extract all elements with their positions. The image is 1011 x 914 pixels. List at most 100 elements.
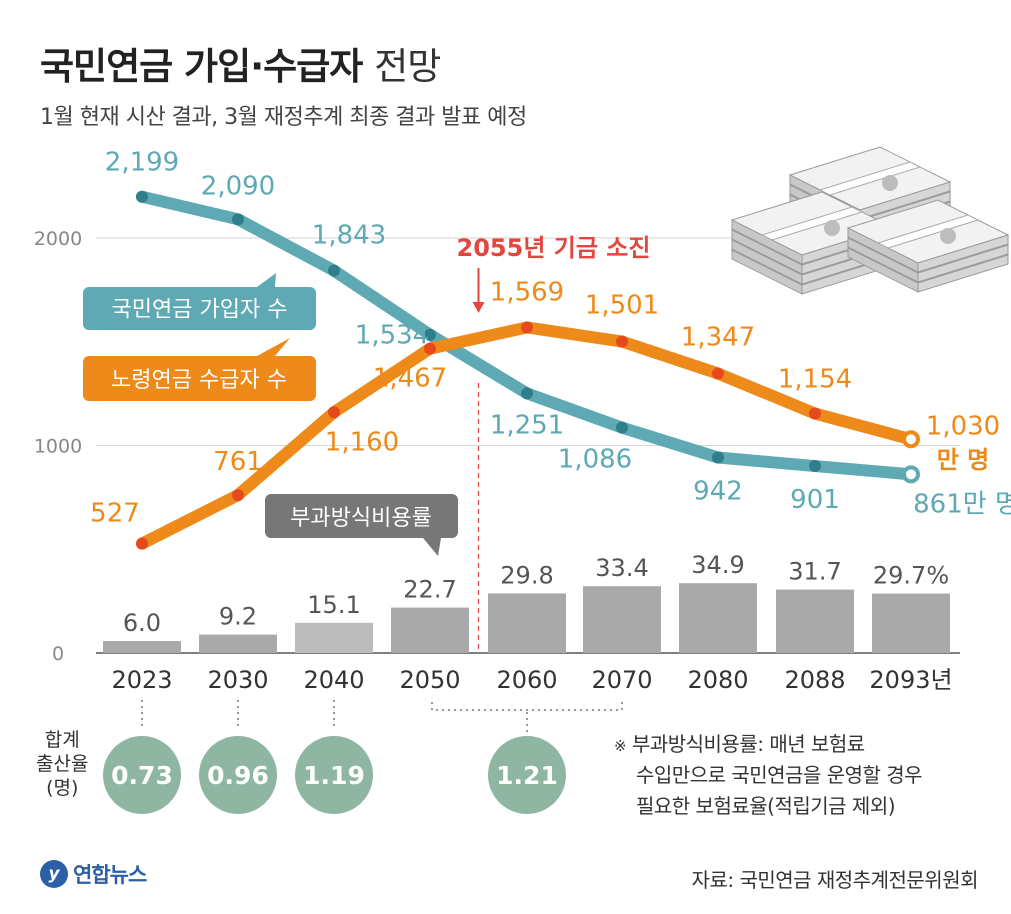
bill-portrait [824, 220, 840, 236]
footnote-mark: ※ [614, 737, 627, 755]
recipient-value-label: 1,347 [681, 322, 755, 352]
logo-name: 연합뉴스 [73, 863, 147, 887]
subscriber-series-name: 국민연금 가입자 수 [112, 298, 288, 323]
recipient-series-name: 노령연금 수급자 수 [111, 368, 287, 393]
series-point [424, 342, 436, 355]
series-end-marker [902, 465, 920, 484]
cost-rate-name-tail [423, 538, 441, 556]
x-tick-label: 2060 [496, 666, 557, 694]
cost-rate-name: 부과방식비용률 [290, 506, 432, 531]
fertility-value: 0.96 [207, 761, 269, 790]
series-point [712, 367, 724, 380]
title-bold: 국민연금 가입·수급자 [40, 45, 363, 88]
fertility-circle [488, 736, 566, 814]
series-point [136, 537, 148, 550]
x-tick-label: 2040 [303, 666, 364, 694]
fertility-value: 0.73 [111, 761, 173, 790]
bar-series [103, 583, 950, 653]
y-tick-label: 1000 [34, 436, 82, 458]
page-title: 국민연금 가입·수급자 전망 [40, 36, 441, 90]
recipient-series-name-tail [257, 338, 290, 356]
series-point [424, 328, 436, 341]
bill-portrait [940, 228, 956, 244]
subscriber-value-label: 901 [790, 485, 840, 515]
cost-rate-label: 6.0 [123, 609, 161, 637]
fertility-label: 합계 출산율 (명) [36, 729, 88, 800]
x-tick-label: 2030 [207, 666, 268, 694]
fertility-value: 1.21 [496, 761, 558, 790]
bill-band [760, 206, 864, 241]
subscriber-value-label: 1,534 [355, 321, 429, 351]
logo: y 연합뉴스 [40, 859, 147, 889]
fertility-value: 1.19 [303, 761, 365, 790]
bill-side [917, 234, 1009, 273]
bill-band [818, 161, 922, 196]
cost-rate-bar [391, 607, 469, 653]
footnote-line: 필요한 보험료율(적립기금 제외) [636, 794, 896, 818]
cost-rate-label: 33.4 [595, 554, 648, 582]
footnote: ※ 부과방식비용률: 매년 보험료 수입만으로 국민연금을 운영할 경우 필요한… [614, 729, 923, 822]
cost-rate-bar [679, 583, 757, 653]
subscriber-value-label: 2,090 [201, 171, 275, 201]
fertility-label-line: 합계 [44, 729, 80, 751]
fertility-circle [199, 736, 277, 814]
recipient-value-label: 1,569 [490, 277, 564, 307]
y-tick-label: 2000 [34, 228, 82, 250]
x-tick-label: 2088 [784, 666, 845, 694]
fertility-circle [103, 736, 181, 814]
series-point [521, 387, 533, 400]
x-tick-label: 2070 [591, 666, 652, 694]
cost-rate-bar [103, 641, 181, 653]
series-point [232, 213, 244, 226]
cost-rate-name-box [265, 494, 458, 538]
depletion-arrowhead [472, 302, 485, 313]
cost-rate-bar [583, 586, 661, 653]
cost-rate-bar [295, 622, 373, 653]
subscriber-value-label: 1,843 [312, 221, 386, 251]
bill-band [876, 214, 980, 249]
y-tick-label: 0 [52, 643, 64, 665]
footnote-line: 부과방식비용률: 매년 보험료 [631, 732, 865, 756]
cost-rate-label: 34.9 [691, 551, 744, 579]
series-point [136, 190, 148, 203]
x-tick-label: 2093년 [869, 666, 952, 694]
series-point [809, 407, 821, 420]
subscriber-value-label: 861만 명 [913, 489, 1011, 519]
subscriber-value-label: 1,251 [490, 410, 564, 440]
x-tick-label: 2080 [687, 666, 748, 694]
cost-rate-label: 31.7 [788, 558, 841, 586]
fertility-row: 0.73 0.96 1.19 1.21 [103, 700, 623, 814]
subscriber-series-name-tail [257, 273, 276, 287]
series-point [616, 335, 628, 348]
recipient-value-label: 527 [90, 499, 140, 529]
line-series [136, 190, 920, 653]
title-light: 전망 [374, 45, 441, 88]
recipient-value-label: 761 [213, 447, 263, 477]
series-point [616, 421, 628, 434]
bill-side [917, 244, 1009, 283]
bill-portrait [882, 175, 898, 191]
fertility-label-line: 출산율 [36, 752, 89, 775]
recipient-value-label: 1,160 [325, 427, 399, 457]
series-point [712, 451, 724, 464]
cost-rate-bar [872, 593, 950, 653]
cost-rate-label: 29.8 [500, 561, 553, 589]
cost-rate-bar [199, 634, 277, 653]
cost-rate-label: 15.1 [307, 591, 360, 619]
money-stack-icon [730, 146, 1010, 295]
cost-rate-label: 29.7% [873, 562, 949, 590]
subscriber-value-label: 1,086 [558, 445, 632, 475]
depletion-annotation: 2055년 기금 소진 [457, 234, 651, 262]
footnote-line: 수입만으로 국민연금을 운영할 경우 [636, 763, 923, 787]
series-point [232, 489, 244, 502]
series-point [328, 264, 340, 277]
cost-rate-bar [776, 589, 854, 653]
fertility-label-line: (명) [46, 776, 79, 799]
recipient-value-label: 1,030 [926, 411, 1000, 441]
x-tick-label: 2050 [399, 666, 460, 694]
fertility-bracket [431, 702, 623, 711]
bill-side [917, 254, 1009, 293]
subtitle: 1월 현재 시산 결과, 3월 재정추계 최종 결과 발표 예정 [40, 105, 527, 130]
recipient-unit-label: 만 명 [937, 446, 990, 474]
